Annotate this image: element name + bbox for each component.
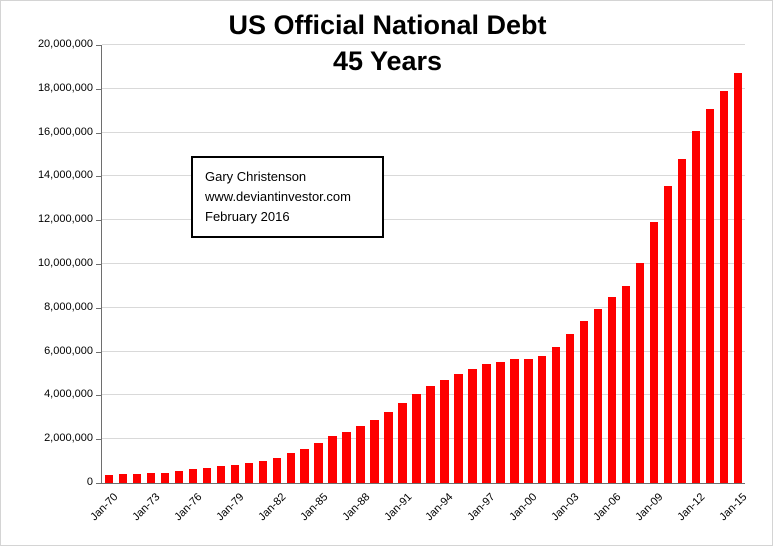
bar	[398, 402, 407, 483]
gridline	[102, 306, 745, 308]
bar	[496, 361, 505, 483]
bar	[691, 131, 701, 483]
bar	[705, 108, 715, 483]
bar	[230, 464, 239, 483]
bar	[244, 463, 253, 483]
bar	[286, 452, 295, 483]
bar	[370, 420, 379, 483]
gridline	[102, 438, 745, 440]
y-axis-tick-label: 16,000,000	[37, 125, 93, 138]
annotation-box: Gary Christenson www.deviantinvestor.com…	[191, 156, 384, 239]
gridline	[102, 87, 745, 89]
bar	[482, 364, 491, 483]
annotation-website: www.deviantinvestor.com	[205, 189, 351, 205]
bar	[594, 309, 603, 483]
y-axis-tick-mark	[96, 132, 101, 134]
bar	[663, 186, 673, 483]
y-axis-tick-mark	[96, 439, 101, 441]
chart-subtitle: 45 Years	[332, 46, 443, 77]
y-axis-tick-label: 10,000,000	[37, 257, 93, 269]
plot-area	[101, 44, 745, 484]
bar	[635, 263, 645, 483]
gridline	[102, 219, 745, 221]
bar	[216, 466, 225, 483]
bar	[440, 380, 449, 483]
y-axis-tick-label: 14,000,000	[37, 169, 93, 182]
bar	[342, 431, 351, 483]
bar	[384, 412, 393, 483]
y-axis-tick-label: 2,000,000	[44, 432, 93, 445]
gridline	[102, 350, 745, 352]
bar	[146, 472, 156, 483]
bar	[733, 73, 743, 483]
chart-title: US Official National Debt	[228, 10, 547, 40]
y-axis-tick-label: 0	[86, 476, 93, 488]
bar	[132, 473, 142, 483]
y-axis-tick-mark	[96, 264, 101, 265]
bar	[300, 448, 309, 483]
bar	[272, 458, 281, 483]
bar	[510, 359, 519, 483]
bar	[719, 91, 729, 483]
y-axis-tick-label: 20,000,000	[37, 38, 93, 50]
bar	[608, 296, 617, 483]
bar	[649, 222, 659, 483]
bar	[468, 368, 477, 483]
gridline	[102, 263, 745, 264]
bar	[174, 471, 184, 483]
y-axis-tick-mark	[96, 45, 101, 46]
bar	[621, 285, 631, 483]
bar	[426, 386, 435, 483]
gridline	[102, 131, 745, 133]
y-axis-tick-mark	[96, 176, 101, 178]
y-axis-tick-label: 12,000,000	[37, 213, 93, 226]
y-axis-tick-mark	[96, 483, 101, 484]
gridline	[102, 175, 745, 177]
y-axis-tick-label: 8,000,000	[44, 300, 93, 313]
bar	[160, 472, 170, 483]
y-axis-tick-label: 4,000,000	[44, 388, 93, 401]
bar	[552, 346, 561, 483]
bar	[188, 469, 198, 483]
y-axis-tick-mark	[96, 351, 101, 353]
bar	[314, 443, 323, 483]
y-axis-tick-mark	[96, 307, 101, 309]
bar	[118, 474, 128, 483]
bar	[104, 474, 114, 483]
y-axis-tick-mark	[96, 395, 101, 397]
bar	[566, 334, 575, 483]
y-axis-tick-mark	[96, 88, 101, 90]
bar	[454, 374, 463, 483]
bar	[538, 355, 547, 483]
bar	[328, 436, 337, 483]
gridline	[102, 394, 745, 396]
annotation-date: February 2016	[205, 209, 290, 225]
bar	[524, 358, 533, 483]
y-axis-tick-mark	[96, 220, 101, 222]
bar	[580, 321, 589, 483]
gridline	[102, 44, 745, 45]
annotation-author: Gary Christenson	[205, 169, 307, 184]
y-axis-tick-label: 18,000,000	[37, 81, 93, 94]
chart-title-block: US Official National Debt 45 Years	[81, 7, 694, 80]
bar	[356, 426, 365, 483]
bar	[677, 159, 687, 483]
y-axis-tick-label: 6,000,000	[44, 344, 93, 357]
bar	[202, 467, 212, 483]
bar	[412, 393, 421, 483]
bar	[258, 461, 267, 483]
